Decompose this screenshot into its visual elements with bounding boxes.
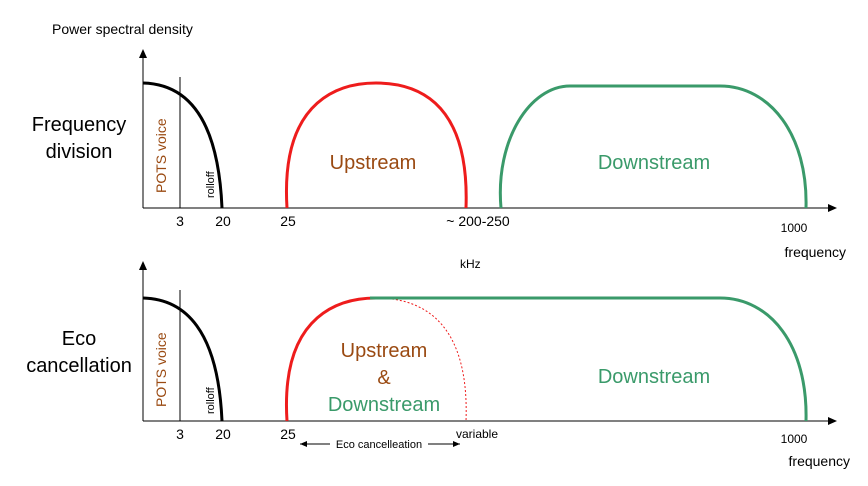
unit-label: kHz <box>460 257 481 271</box>
panel2-downstream-overlap-label: Downstream <box>328 394 440 416</box>
panel1-upstream-label: Upstream <box>330 152 417 174</box>
panel1-pots-curve <box>142 81 224 209</box>
panel2-tick-1000: 1000 <box>781 432 808 446</box>
panel1-tick-20: 20 <box>215 213 231 229</box>
panel2-tick-25: 25 <box>280 426 296 442</box>
panel1-pots-voice-label: POTS voice <box>153 118 169 193</box>
panel1-rolloff-label: rolloff <box>205 170 217 198</box>
panel2-tick-3: 3 <box>176 426 184 442</box>
panel1-mode-line1: Frequency <box>32 114 127 136</box>
panel1-downstream-label: Downstream <box>598 152 710 174</box>
panel2-mode-line2: cancellation <box>26 355 132 377</box>
panel2-rolloff-label: rolloff <box>205 386 217 414</box>
panel-eco-cancellation: Eco cancellation POTS voice rolloff Upst… <box>26 261 850 469</box>
panel2-downstream-label: Downstream <box>598 366 710 388</box>
panel1-tick-25: 25 <box>280 213 296 229</box>
panel2-ampersand-label: & <box>377 367 391 389</box>
panel2-upstream-curve <box>285 296 377 422</box>
panel2-downstream-curve <box>370 296 808 422</box>
panel2-pots-curve <box>142 296 224 422</box>
eco-range-label: Eco cancelleation <box>336 439 422 451</box>
panel2-x-axis-label: frequency <box>789 453 850 469</box>
panel1-upstream-curve <box>285 81 468 209</box>
panel1-x-axis-label: frequency <box>785 244 846 260</box>
panel2-pots-voice-label: POTS voice <box>153 332 169 407</box>
panel2-mode-line1: Eco <box>62 328 96 350</box>
panel2-tick-20: 20 <box>215 426 231 442</box>
y-axis-title: Power spectral density <box>52 21 193 37</box>
panel2-tick-variable: variable <box>456 427 498 441</box>
panel1-mode-line2: division <box>46 141 113 163</box>
panel1-downstream-curve <box>498 84 808 209</box>
panel-frequency-division: Frequency division POTS voice rolloff Up… <box>32 49 846 260</box>
panel2-upstream-label: Upstream <box>341 340 428 362</box>
panel1-tick-200-250: ~ 200-250 <box>446 213 510 229</box>
panel1-tick-1000: 1000 <box>781 221 808 235</box>
panel1-tick-3: 3 <box>176 213 184 229</box>
